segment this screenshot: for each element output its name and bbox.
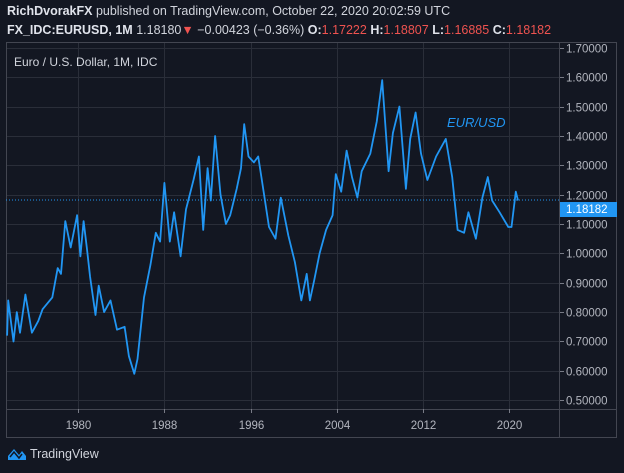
chart-frame <box>6 42 617 438</box>
close-value: 1.18182 <box>505 23 552 37</box>
y-tick-label: 1.50000 <box>566 103 608 115</box>
high-value: 1.18807 <box>383 23 429 37</box>
y-tick-label: 1.60000 <box>566 73 608 85</box>
y-tick-label: 1.70000 <box>566 44 608 56</box>
x-tick-label: 2012 <box>411 420 437 432</box>
y-tick-label: 0.50000 <box>566 396 608 408</box>
triangle-down-icon: ▼ <box>181 23 194 37</box>
logo-text: TradingView <box>30 447 99 461</box>
author[interactable]: RichDvorakFX <box>7 4 93 18</box>
low-value: 1.16885 <box>444 23 490 37</box>
open-value: 1.17222 <box>321 23 367 37</box>
y-tick-label: 0.80000 <box>566 308 608 320</box>
tradingview-logo-icon <box>8 449 26 460</box>
y-tick-label: 1.40000 <box>566 132 608 144</box>
publish-text: published on TradingView.com, October 22… <box>95 4 451 18</box>
change-value: −0.00423 (−0.36%) <box>197 23 305 37</box>
open-label: O: <box>307 23 322 37</box>
last-value: 1.18180 <box>136 23 182 37</box>
chart-title: Euro / U.S. Dollar, 1M, IDC <box>14 55 158 69</box>
high-label: H: <box>370 23 384 37</box>
y-tick-label: 0.70000 <box>566 337 608 349</box>
x-tick-label: 1980 <box>66 420 92 432</box>
y-tick-label: 0.60000 <box>566 367 608 379</box>
y-tick-label: 1.30000 <box>566 161 608 173</box>
low-label: L: <box>432 23 445 37</box>
y-tick-label: 1.10000 <box>566 220 608 232</box>
ohlc-bar: FX_IDC:EURUSD, 1M 1.18180▼ −0.00423 (−0.… <box>7 23 551 37</box>
y-tick-label: 1.20000 <box>566 191 608 203</box>
publish-info: RichDvorakFX published on TradingView.co… <box>7 4 450 18</box>
tradingview-logo[interactable]: TradingView <box>7 447 99 461</box>
series-annotation: EUR/USD <box>447 115 506 130</box>
x-tick-label: 1988 <box>152 420 178 432</box>
x-tick-label: 2020 <box>497 420 523 432</box>
symbol: FX_IDC:EURUSD, 1M <box>7 23 133 37</box>
y-tick-label: 0.90000 <box>566 279 608 291</box>
x-tick-label: 1996 <box>239 420 265 432</box>
svg-text:1.18182: 1.18182 <box>566 204 608 216</box>
close-label: C: <box>492 23 506 37</box>
last-price-label: 1.18182 <box>560 202 617 218</box>
series-line-eurusd <box>6 79 519 375</box>
y-tick-label: 1.00000 <box>566 249 608 261</box>
x-tick-label: 2004 <box>325 420 351 432</box>
